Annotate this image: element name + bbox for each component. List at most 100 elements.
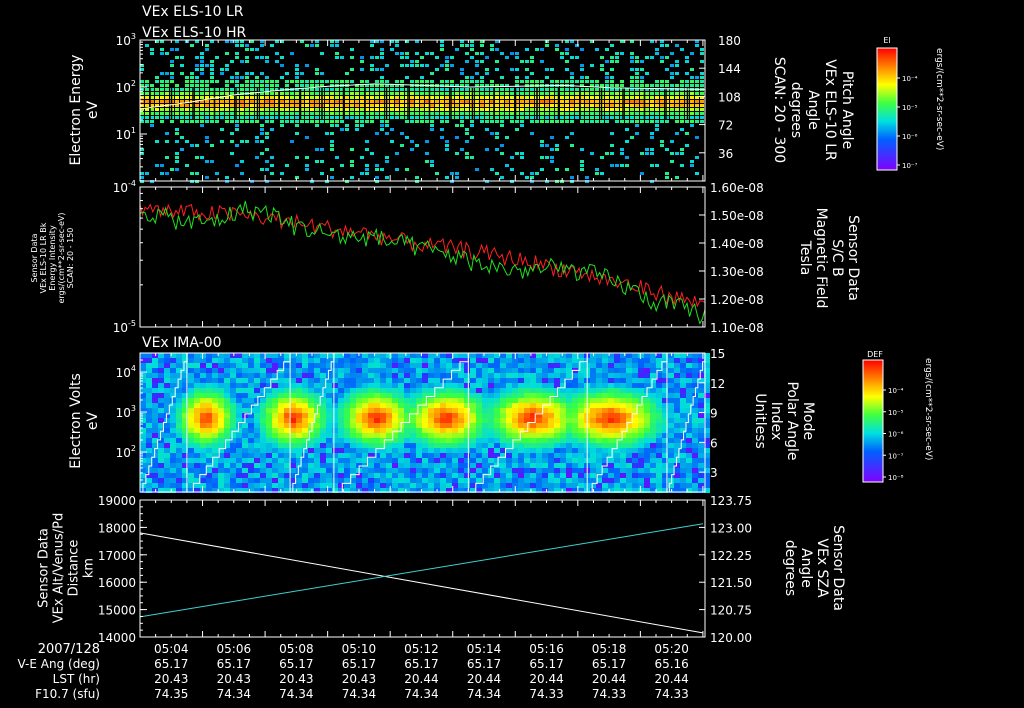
heatmap-cell [330,108,334,111]
heatmap-cell [416,478,422,483]
heatmap-cell [254,453,260,458]
heatmap-cell [596,473,602,478]
heatmap-cell [332,373,338,378]
heatmap-cell [225,88,229,91]
heatmap-cell [650,88,654,91]
heatmap-cell [332,423,338,428]
heatmap-cell [570,72,574,75]
heatmap-cell [400,104,404,107]
heatmap-cell [415,108,419,111]
heatmap-cell [182,388,188,393]
heatmap-cell [176,468,182,473]
heatmap-cell [515,76,519,79]
heatmap-cell [375,96,379,99]
heatmap-cell [395,44,399,47]
heatmap-cell [680,96,684,99]
heatmap-cell [560,448,566,453]
heatmap-cell [338,393,344,398]
heatmap-cell [405,104,409,107]
heatmap-cell [470,156,474,159]
heatmap-cell [248,418,254,423]
heatmap-cell [350,108,354,111]
heatmap-cell [242,483,248,488]
heatmap-cell [662,378,668,383]
heatmap-cell [614,468,620,473]
heatmap-cell [290,413,296,418]
heatmap-cell [680,104,684,107]
heatmap-cell [140,408,146,413]
heatmap-cell [210,104,214,107]
heatmap-cell [596,358,602,363]
heatmap-cell [475,52,479,55]
heatmap-cell [170,358,176,363]
heatmap-cell [632,408,638,413]
heatmap-cell [644,413,650,418]
heatmap-cell [405,96,409,99]
heatmap-cell [566,368,572,373]
heatmap-cell [360,88,364,91]
heatmap-cell [536,368,542,373]
heatmap-cell [380,448,386,453]
heatmap-cell [380,80,384,83]
heatmap-cell [560,383,566,388]
heatmap-cell [464,358,470,363]
heatmap-cell [182,358,188,363]
heatmap-cell [245,44,249,47]
heatmap-cell [260,443,266,448]
heatmap-cell [434,378,440,383]
heatmap-cell [686,388,692,393]
heatmap-cell [662,433,668,438]
heatmap-cell [158,483,164,488]
heatmap-cell [626,428,632,433]
heatmap-cell [692,368,698,373]
heatmap-cell [395,40,399,43]
heatmap-cell [160,48,164,51]
heatmap-cell [560,104,564,107]
heatmap-cell [698,363,704,368]
heatmap-cell [580,48,584,51]
heatmap-cell [305,88,309,91]
heatmap-cell [630,60,634,63]
heatmap-cell [520,120,524,123]
heatmap-cell [236,468,242,473]
heatmap-cell [635,112,639,115]
heatmap-cell [428,358,434,363]
heatmap-cell [680,353,686,358]
heatmap-cell [325,80,329,83]
heatmap-cell [308,473,314,478]
heatmap-cell [290,140,294,143]
heatmap-cell [455,92,459,95]
heatmap-cell [638,478,644,483]
heatmap-cell [446,408,452,413]
heatmap-cell [560,398,566,403]
heatmap-cell [278,418,284,423]
heatmap-cell [692,398,698,403]
heatmap-cell [200,443,206,448]
heatmap-cell [315,96,319,99]
heatmap-cell [425,88,429,91]
heatmap-cell [548,403,554,408]
heatmap-cell [638,353,644,358]
heatmap-cell [435,104,439,107]
heatmap-cell [692,413,698,418]
heatmap-cell [272,353,278,358]
heatmap-cell [410,483,416,488]
heatmap-cell [470,408,476,413]
heatmap-cell [355,104,359,107]
heatmap-cell [650,136,654,139]
heatmap-cell [512,408,518,413]
heatmap-cell [470,48,474,51]
heatmap-cell [434,388,440,393]
heatmap-cell [146,413,152,418]
heatmap-cell [476,403,482,408]
heatmap-cell [314,458,320,463]
heatmap-cell [398,403,404,408]
heatmap-cell [575,100,579,103]
heatmap-cell [446,438,452,443]
heatmap-cell [452,403,458,408]
heatmap-cell [195,64,199,67]
heatmap-cell [330,112,334,115]
heatmap-cell [560,438,566,443]
heatmap-cell [278,358,284,363]
heatmap-cell [422,448,428,453]
